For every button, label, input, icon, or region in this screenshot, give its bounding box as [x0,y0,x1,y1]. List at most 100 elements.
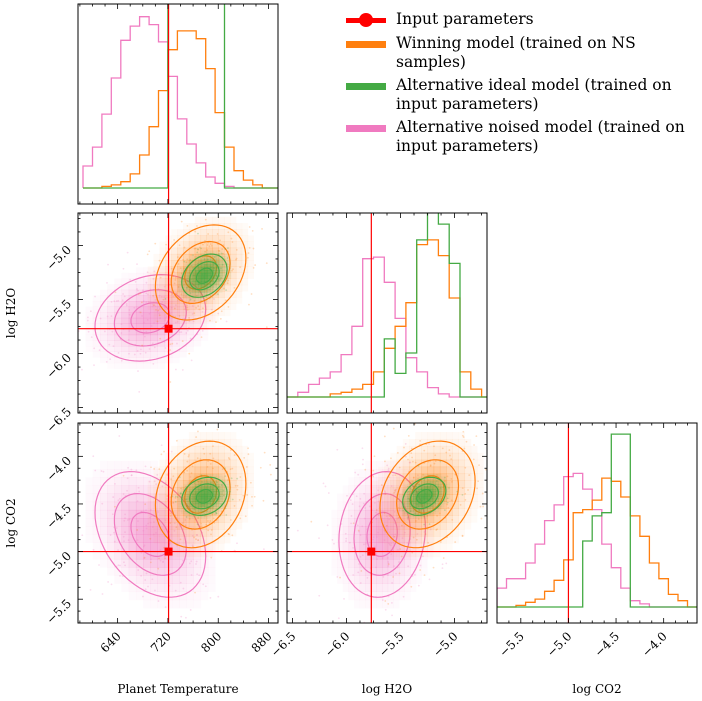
density-cell-ideal [207,508,211,512]
scatter-point-noised [428,442,430,445]
scatter-point-winning [247,447,249,450]
density-cell-winning [159,515,166,523]
scatter-point-winning [412,476,415,479]
density-cell-noised [150,534,158,543]
scatter-point-winning [419,439,422,442]
density-cell-ideal [429,476,434,480]
scatter-point-winning [185,261,188,264]
density-cell-winning [384,536,391,544]
scatter-point-noised [345,537,348,540]
scatter-point-winning [220,310,223,313]
density-cell-winning [247,459,255,468]
density-cell-winning [402,536,410,544]
density-cell-ideal [198,506,202,510]
density-cell-winning [206,247,213,255]
density-cell-winning [421,445,428,454]
scatter-point-noised [163,285,166,288]
scatter-point-winning [177,263,180,265]
density-cell-noised [150,526,158,535]
density-cell-noised [107,351,115,358]
density-cell-ideal [201,506,205,510]
density-cell-noised [354,477,361,486]
scatter-point-noised [176,299,179,302]
scatter-point-noised [108,343,111,346]
scatter-point-noised [355,495,358,498]
density-cell-winning [402,452,410,461]
density-cell-winning [182,297,190,304]
density-cell-winning [212,529,219,537]
scatter-point-noised [128,352,130,355]
density-cell-winning [384,501,391,509]
scatter-point-noised [126,519,129,521]
density-cell-noised [114,575,122,584]
density-cell-ideal [192,486,196,490]
scatter-point-winning [435,529,438,531]
scatter-point-winning [236,488,239,491]
density-cell-noised [121,485,130,494]
density-cell-noised [193,550,202,560]
scatter-point-winning [384,600,387,602]
density-cell-winning [384,508,391,516]
density-cell-winning [212,291,219,298]
density-cell-winning [458,515,466,523]
density-cell-winning [408,536,416,544]
density-cell-ideal [438,493,442,497]
density-cell-ideal [222,488,226,492]
density-cell-noised [186,599,194,609]
density-cell-noised [128,518,137,527]
density-cell-winning [206,229,213,236]
scatter-point-ideal [185,286,188,289]
density-cell-winning [241,466,249,475]
scatter-point-winning [422,473,425,476]
density-cell-winning [194,522,202,530]
scatter-point-noised [145,281,148,284]
scatter-point-winning [251,504,253,507]
density-cell-winning [396,452,404,461]
scatter-point-noised [198,574,201,577]
scatter-point-noised [113,300,116,303]
density-cell-noised [382,518,389,527]
x-tick-label: −6.5 [268,629,299,660]
histogram-step-ideal [497,433,697,608]
density-cell-noised [354,469,360,478]
density-cell-winning [247,487,255,495]
density-cell-noised [200,558,209,568]
density-cell-noised [359,493,366,503]
density-cell-noised [387,460,394,470]
density-cell-ideal [177,498,182,502]
scatter-point-noised [137,370,139,372]
scatter-point-winning [436,474,438,476]
scatter-point-noised [343,597,345,600]
scatter-point-winning [197,430,199,433]
density-cell-winning [477,466,484,475]
density-cell-ideal [227,270,232,274]
density-cell-winning [153,480,160,488]
density-cell-ideal [410,511,414,515]
density-cell-winning [247,494,255,502]
scatter-point-noised [154,589,156,592]
density-cell-ideal [399,508,403,512]
scatter-point-noised [111,513,114,516]
density-cell-winning [371,508,379,516]
x-tick-label: 800 [198,629,224,655]
scatter-point-winning [149,537,152,540]
density-cell-noised [354,485,361,494]
scatter-point-noised [333,542,335,545]
density-cell-winning [188,315,196,323]
density-cell-winning [421,536,428,544]
scatter-point-noised [124,513,126,516]
density-cell-noised [415,542,422,552]
density-cell-noised [114,295,122,302]
density-cell-ideal [204,270,208,274]
density-cell-noised [86,477,94,486]
scatter-point-winning [221,468,224,471]
density-cell-ideal [201,250,205,254]
density-cell-noised [387,550,394,560]
scatter-point-noised [130,474,133,476]
density-cell-ideal [424,488,428,492]
density-cell-ideal [204,256,208,260]
density-cell-winning [408,459,416,468]
scatter-point-noised [336,448,339,451]
scatter-point-winning [394,489,396,492]
density-cell-ideal [183,270,188,274]
